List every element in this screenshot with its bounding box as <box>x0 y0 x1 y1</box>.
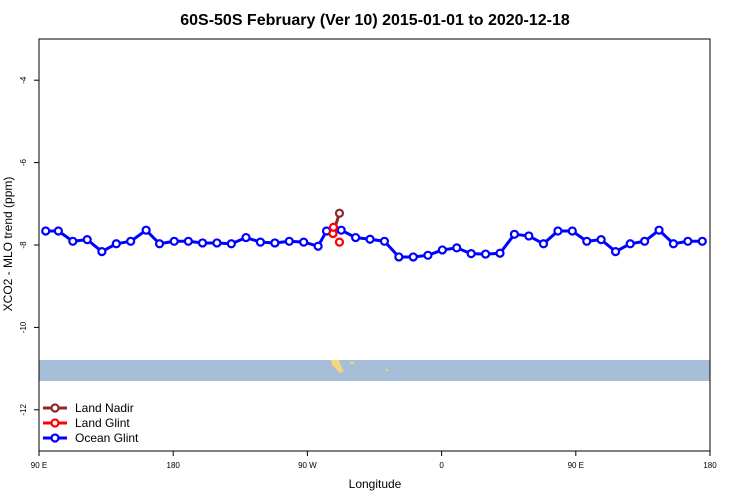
x-tick-label: 180 <box>167 461 181 470</box>
ocean-glint-point <box>553 226 563 236</box>
x-axis: 90 E 180 90 W 0 90 E 180 <box>31 451 717 470</box>
ocean-glint-point <box>495 248 505 258</box>
ocean-glint-point <box>141 225 151 235</box>
y-axis: -4 -6 -8 -10 -12 <box>19 76 39 416</box>
legend-item-land-nadir: Land Nadir <box>43 401 134 415</box>
legend-label: Land Nadir <box>75 401 134 415</box>
ocean-glint-point <box>351 232 361 243</box>
ocean-glint-point <box>97 246 107 257</box>
x-tick-label: 90 E <box>568 461 584 470</box>
ocean-glint-point <box>111 239 121 249</box>
ocean-glint-point <box>480 249 491 259</box>
ocean-glint-point <box>212 238 222 248</box>
ocean-glint-point <box>668 239 679 249</box>
ocean-glint-point <box>126 236 136 246</box>
ocean-glint-point <box>596 235 606 245</box>
x-axis-label: Longitude <box>349 477 402 491</box>
ocean-glint-point <box>538 239 549 249</box>
ocean-glint-point <box>524 231 534 241</box>
ocean-glint-point <box>683 236 693 246</box>
y-tick-label: -12 <box>19 403 28 415</box>
ocean-glint-point <box>610 246 621 257</box>
ocean-glint-point <box>567 226 577 236</box>
legend-label: Land Glint <box>75 416 130 430</box>
ocean-glint-point <box>336 225 346 235</box>
ocean-glint-point <box>169 236 179 246</box>
ocean-glint-point <box>509 229 520 239</box>
ocean-glint-point <box>625 239 635 249</box>
ocean-glint-point <box>53 226 63 236</box>
ocean-glint-point <box>379 236 390 246</box>
land-glint-point <box>334 237 345 247</box>
map-strip <box>39 360 710 381</box>
ocean-glint-point <box>299 237 309 247</box>
land-patch <box>331 360 344 373</box>
legend-item-land-glint: Land Glint <box>43 416 130 430</box>
ocean-glint-point <box>408 252 418 262</box>
ocean-glint-point <box>313 241 323 251</box>
legend-swatch-marker <box>50 403 60 413</box>
land-nadir-point <box>334 208 345 218</box>
series-layer <box>41 208 707 262</box>
ocean-glint-point <box>365 234 375 244</box>
ocean-glint-point <box>697 236 707 246</box>
y-tick-label: -8 <box>19 241 28 249</box>
ocean-glint-point <box>255 237 266 247</box>
y-tick-label: -6 <box>19 158 28 166</box>
ocean-glint-point <box>183 236 193 246</box>
ocean-glint-point <box>452 243 462 253</box>
plot-frame <box>38 38 711 452</box>
ocean-glint-point <box>241 232 251 243</box>
y-axis-label: XCO2 - MLO trend (ppm) <box>1 177 15 312</box>
ocean-glint-point <box>226 239 236 249</box>
legend-item-ocean-glint: Ocean Glint <box>43 431 139 445</box>
x-tick-label: 90 E <box>31 461 47 470</box>
ocean-glint-point <box>394 252 404 262</box>
ocean-glint-point <box>640 236 650 246</box>
y-tick-label: -10 <box>19 321 28 333</box>
x-tick-label: 90 W <box>298 461 317 470</box>
y-tick-label: -4 <box>19 76 28 84</box>
land-patch <box>386 369 388 371</box>
legend-swatch-marker <box>50 433 60 443</box>
ocean-glint-point <box>82 235 92 245</box>
legend-swatch-marker <box>50 418 60 428</box>
ocean-glint-point <box>582 236 592 246</box>
ocean-glint-point <box>437 245 447 255</box>
ocean-glint-point <box>41 226 51 236</box>
x-tick-label: 0 <box>439 461 444 470</box>
ocean-glint-point <box>68 236 78 246</box>
ocean-glint-point <box>423 250 433 260</box>
ocean-glint-point <box>466 249 476 259</box>
ocean-glint-point <box>284 236 294 246</box>
ocean-glint-point <box>197 238 208 248</box>
land-patch <box>350 362 354 364</box>
x-tick-label: 180 <box>703 461 717 470</box>
ocean-glint-point <box>270 238 280 248</box>
chart-title: 60S-50S February (Ver 10) 2015-01-01 to … <box>180 12 570 29</box>
legend-label: Ocean Glint <box>75 431 139 445</box>
ocean-glint-point <box>154 239 165 249</box>
land-glint-point <box>328 222 339 232</box>
ocean-band <box>39 360 710 381</box>
ocean-glint-point <box>654 225 664 235</box>
